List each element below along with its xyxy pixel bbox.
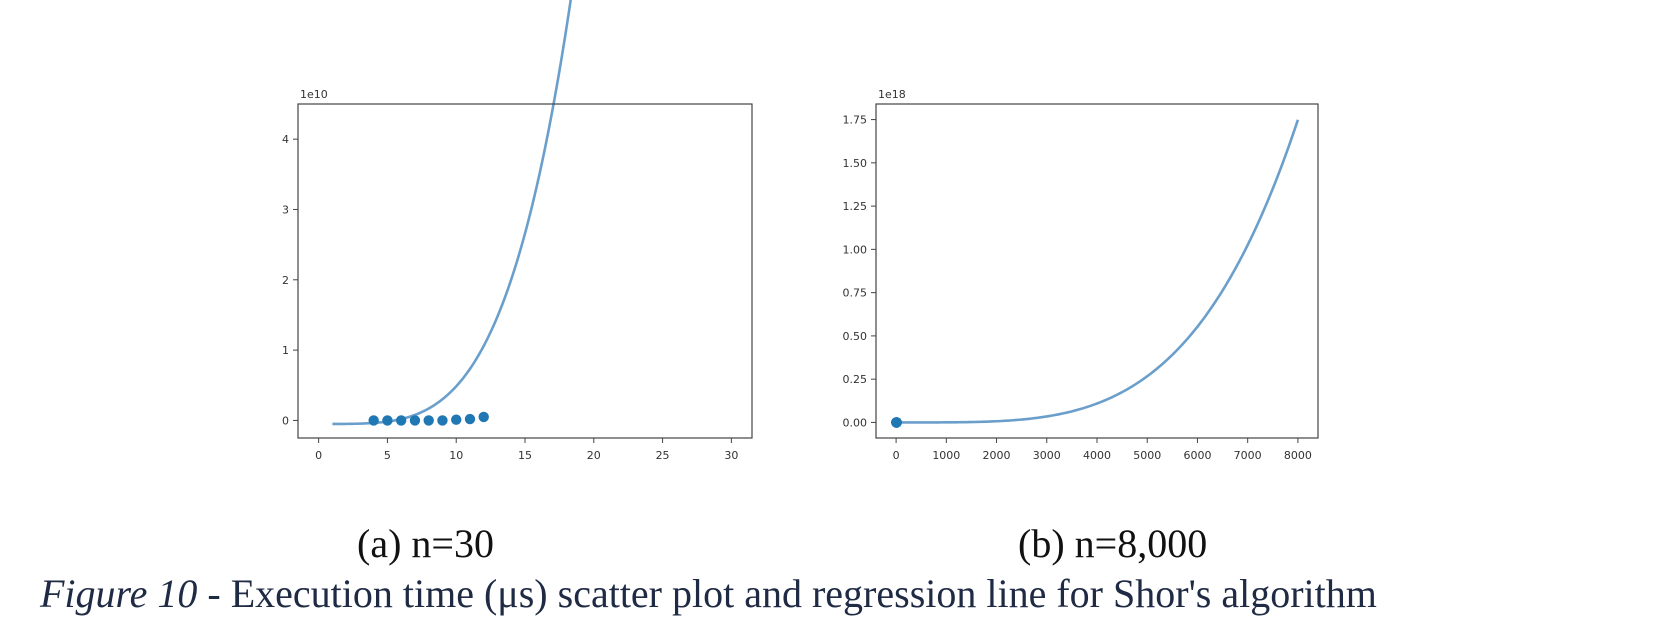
x-tick-label: 30 (724, 449, 738, 462)
subcaption-a: (a) n=30 (357, 521, 494, 566)
y-tick-label: 1.00 (843, 243, 868, 256)
scatter-point (395, 415, 407, 426)
scatter-point (409, 415, 421, 426)
y-tick-label: 1.75 (843, 114, 868, 127)
chart-a-n30: 0 5 10 15 20 25 30 0 1 2 3 4 1e10 (282, 0, 753, 462)
y-tick-label: 0.75 (843, 287, 868, 300)
y-tick-label: 1.50 (843, 157, 868, 170)
figure-caption-text: - Execution time (μs) scatter plot and r… (197, 571, 1377, 616)
subcaption-b: (b) n=8,000 (1018, 521, 1208, 566)
scatter-point (423, 415, 434, 426)
scatter-point (451, 414, 462, 425)
scatter-point (464, 413, 476, 425)
x-tick-label: 4000 (1083, 449, 1111, 462)
x-tick-label: 2000 (983, 449, 1011, 462)
y-tick-label: 0.25 (843, 373, 868, 386)
axis-offset-label: 1e10 (300, 88, 328, 101)
plot-frame (875, 103, 1319, 439)
x-tick-label: 0 (893, 449, 900, 462)
axis-offset-label: 1e18 (878, 88, 906, 101)
x-tick-label: 1000 (932, 449, 960, 462)
x-tick-label: 0 (315, 449, 322, 462)
figure-caption: Figure 10 - Execution time (μs) scatter … (40, 570, 1377, 617)
x-tick-label: 8000 (1284, 449, 1312, 462)
x-tick-label: 5 (384, 449, 391, 462)
x-tick-label: 7000 (1234, 449, 1262, 462)
y-tick-label: 3 (282, 203, 289, 216)
x-tick-label: 15 (518, 449, 532, 462)
x-tick-label: 20 (587, 449, 601, 462)
x-tick-label: 25 (656, 449, 670, 462)
y-tick-label: 0.00 (843, 416, 868, 429)
scatter-point (382, 415, 393, 426)
scatter-point (891, 417, 902, 428)
x-tick-label: 5000 (1133, 449, 1161, 462)
regression-line (896, 119, 1300, 424)
y-tick-label: 0.50 (843, 330, 868, 343)
y-tick-label: 2 (282, 274, 289, 287)
scatter-point (437, 415, 448, 426)
x-tick-label: 6000 (1183, 449, 1211, 462)
scatter-point (368, 415, 379, 426)
x-tick-label: 3000 (1033, 449, 1061, 462)
y-tick-label: 1 (282, 344, 289, 357)
y-tick-label: 4 (282, 133, 289, 146)
scatter-point (478, 411, 489, 423)
chart-b-n8000: 0 1000 2000 3000 4000 5000 6000 7000 8000 0.00 0.2… (843, 88, 1319, 462)
y-tick-label: 1.25 (843, 200, 868, 213)
figure-label: Figure 10 (40, 571, 198, 616)
x-tick-label: 10 (449, 449, 463, 462)
y-tick-label: 0 (282, 414, 289, 427)
